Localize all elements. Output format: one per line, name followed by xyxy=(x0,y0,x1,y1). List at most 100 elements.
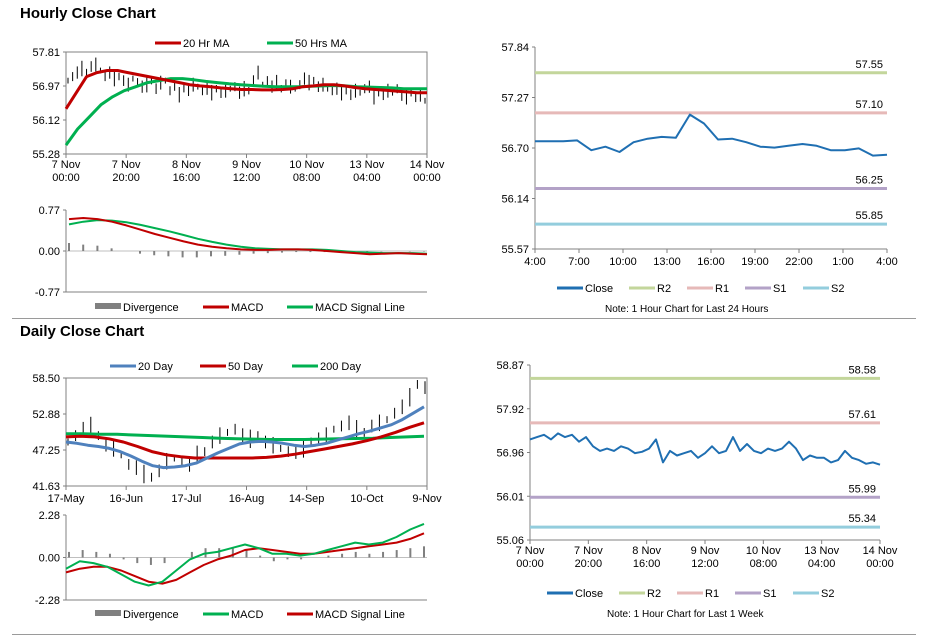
daily-levels-xtick-label: 9 Nov xyxy=(691,545,720,557)
hourly-levels-ytick-label: 56.14 xyxy=(501,194,529,206)
daily-levels-xtick-label: 00:00 xyxy=(866,558,894,570)
daily-macd-ytick-label: 0.00 xyxy=(39,553,60,565)
daily-price-ytick-label: 47.25 xyxy=(32,445,60,457)
hourly-price-ytick-label: 57.81 xyxy=(32,47,60,59)
hourly-price-xtick-label: 14 Nov xyxy=(410,159,445,171)
daily-macd-ytick-label: -2.28 xyxy=(35,595,60,607)
daily-200day-ma-line xyxy=(66,432,425,441)
daily-levels-xtick-label: 8 Nov xyxy=(632,545,661,557)
daily-price-ytick-label: 41.63 xyxy=(32,481,60,493)
section-separator xyxy=(12,318,916,319)
daily-levels-legend-label: S1 xyxy=(763,588,776,600)
daily-levels-legend-label: Close xyxy=(575,588,603,600)
hourly-20hr-ma-line xyxy=(64,69,427,110)
hourly-price-xtick-label: 7 Nov xyxy=(52,159,81,171)
hourly-price-legend-label: 20 Hr MA xyxy=(183,38,230,50)
daily-levels-xtick-label: 20:00 xyxy=(575,558,603,570)
daily-macd-legend-label: MACD xyxy=(231,609,263,621)
hourly-levels-xtick-label: 13:00 xyxy=(653,256,681,268)
hourly-levels-legend-label: S1 xyxy=(773,283,786,295)
hourly-macd-legend-swatch xyxy=(95,303,121,309)
hourly-levels-legend-label: Close xyxy=(585,283,613,295)
hourly-price-xtick-label: 10 Nov xyxy=(289,159,324,171)
daily-macd-ytick-label: 2.28 xyxy=(39,510,60,522)
hourly-macd-ytick-label: 0.77 xyxy=(39,205,60,217)
hourly-levels-r1-value: 57.10 xyxy=(855,99,883,111)
hourly-levels-xtick-label: 7:00 xyxy=(568,256,589,268)
daily-macd-legend-label: Divergence xyxy=(123,609,179,621)
hourly-levels-legend-label: R1 xyxy=(715,283,729,295)
hourly-levels-s2-value: 55.85 xyxy=(855,210,883,222)
daily-levels-xtick-label: 12:00 xyxy=(691,558,719,570)
hourly-price-xtick-label: 04:00 xyxy=(353,172,381,184)
daily-price-ytick-label: 58.50 xyxy=(32,373,60,385)
hourly-levels-ytick-label: 57.27 xyxy=(501,93,529,105)
hourly-levels-xtick-label: 4:00 xyxy=(876,256,897,268)
hourly-macd-legend-label: MACD Signal Line xyxy=(315,302,405,314)
hourly-price-ytick-label: 55.28 xyxy=(32,149,60,161)
hourly-50hr-ma-line xyxy=(64,77,427,146)
hourly-levels-note: Note: 1 Hour Chart for Last 24 Hours xyxy=(605,304,769,315)
daily-price-xtick-label: 10-Oct xyxy=(350,493,383,505)
daily-levels-xtick-label: 00:00 xyxy=(516,558,544,570)
hourly-macd-legend-label: MACD xyxy=(231,302,263,314)
hourly-levels-r2-value: 57.55 xyxy=(855,59,883,71)
daily-levels-xtick-label: 7 Nov xyxy=(574,545,603,557)
daily-levels-close-line xyxy=(529,432,881,466)
daily-macd-legend-swatch xyxy=(95,610,121,616)
hourly-levels-xtick-label: 1:00 xyxy=(832,256,853,268)
daily-levels-ytick-label: 56.01 xyxy=(496,491,524,503)
daily-price-xtick-label: 17-Jul xyxy=(171,493,201,505)
daily-50day-ma-line xyxy=(65,421,425,460)
daily-price-xtick-label: 16-Jun xyxy=(109,493,143,505)
daily-section-title: Daily Close Chart xyxy=(20,323,145,340)
bottom-separator xyxy=(12,634,916,635)
hourly-levels-xtick-label: 22:00 xyxy=(785,256,813,268)
daily-price-xtick-label: 14-Sep xyxy=(289,493,324,505)
daily-20day-ma-line xyxy=(65,405,425,470)
daily-levels-xtick-label: 13 Nov xyxy=(804,545,839,557)
hourly-levels-xtick-label: 4:00 xyxy=(524,256,545,268)
daily-macd-legend-label: MACD Signal Line xyxy=(315,609,405,621)
hourly-levels-xtick-label: 16:00 xyxy=(697,256,725,268)
daily-levels-note: Note: 1 Hour Chart for Last 1 Week xyxy=(607,609,764,620)
daily-macd-signal-line xyxy=(65,532,425,585)
daily-price-xtick-label: 9-Nov xyxy=(412,493,442,505)
daily-price-legend-label: 200 Day xyxy=(320,361,361,373)
daily-levels-xtick-label: 7 Nov xyxy=(516,545,545,557)
hourly-levels-xtick-label: 19:00 xyxy=(741,256,769,268)
hourly-levels-xtick-label: 10:00 xyxy=(609,256,637,268)
hourly-levels-legend-label: S2 xyxy=(831,283,844,295)
hourly-price-ytick-label: 56.12 xyxy=(32,115,60,127)
hourly-levels-legend-label: R2 xyxy=(657,283,671,295)
daily-levels-xtick-label: 10 Nov xyxy=(746,545,781,557)
hourly-levels-ytick-label: 55.57 xyxy=(501,244,529,256)
daily-price-plot-border xyxy=(65,377,428,487)
hourly-macd-signal-line xyxy=(68,219,428,255)
hourly-price-ytick-label: 56.97 xyxy=(32,81,60,93)
hourly-levels-close-line xyxy=(535,113,888,157)
hourly-macd-ytick-label: 0.00 xyxy=(39,246,60,258)
hourly-section-title: Hourly Close Chart xyxy=(20,5,156,22)
daily-levels-s2-value: 55.34 xyxy=(848,513,876,525)
daily-levels-r2-value: 58.58 xyxy=(848,364,876,376)
hourly-macd-ytick-label: -0.77 xyxy=(35,287,60,299)
hourly-price-xtick-label: 00:00 xyxy=(413,172,441,184)
daily-levels-ytick-label: 55.06 xyxy=(496,535,524,547)
daily-levels-xtick-label: 16:00 xyxy=(633,558,661,570)
daily-macd-line xyxy=(65,522,425,587)
hourly-price-legend-label: 50 Hrs MA xyxy=(295,38,348,50)
hourly-price-xtick-label: 8 Nov xyxy=(172,159,201,171)
hourly-price-plot-border xyxy=(65,51,428,155)
daily-levels-s1-value: 55.99 xyxy=(848,483,876,495)
daily-levels-ytick-label: 57.92 xyxy=(496,404,524,416)
daily-price-xtick-label: 17-May xyxy=(48,493,85,505)
daily-price-legend-label: 50 Day xyxy=(228,361,263,373)
hourly-price-xtick-label: 13 Nov xyxy=(349,159,384,171)
daily-levels-legend-label: S2 xyxy=(821,588,834,600)
daily-levels-xtick-label: 08:00 xyxy=(750,558,778,570)
hourly-levels-ytick-label: 56.70 xyxy=(501,143,529,155)
hourly-levels-ytick-label: 57.84 xyxy=(501,42,529,54)
hourly-price-xtick-label: 12:00 xyxy=(233,172,261,184)
